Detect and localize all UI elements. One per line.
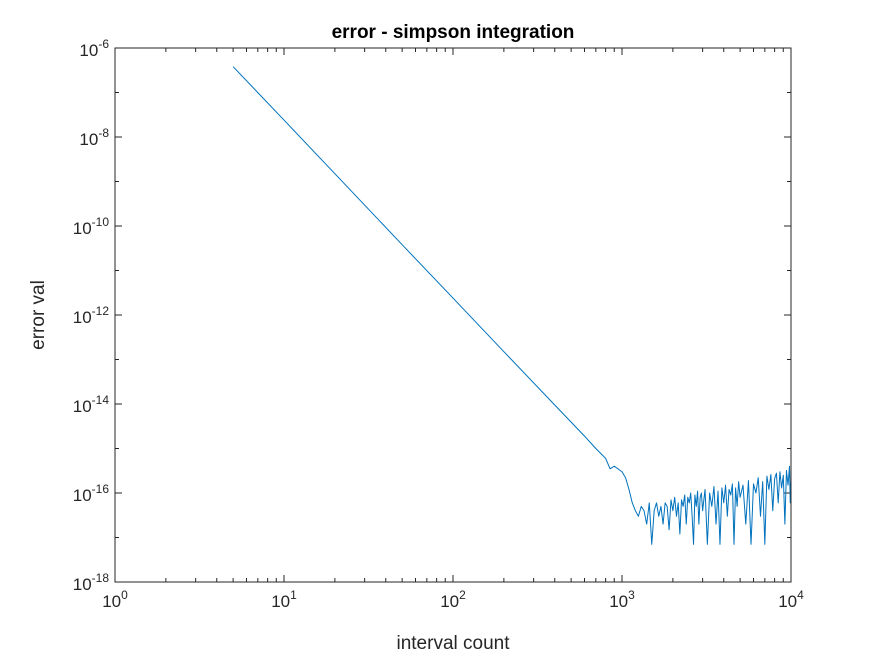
series-layer — [232, 66, 792, 545]
axes-box — [114, 47, 792, 583]
y-tick-label: 10-14 — [73, 393, 110, 416]
minor-ticks — [115, 48, 791, 582]
y-tick-label-base: 10 — [73, 308, 92, 327]
x-tick-label-base: 10 — [271, 592, 290, 611]
x-tick-label-exponent: 2 — [459, 588, 466, 602]
x-tick-label-exponent: 1 — [290, 588, 297, 602]
x-axis-label: interval count — [396, 633, 510, 654]
y-tick-label: 10-10 — [73, 215, 110, 238]
x-tick-label: 101 — [271, 588, 297, 611]
y-tick-label: 10-16 — [73, 482, 110, 505]
y-tick-label-base: 10 — [73, 397, 92, 416]
x-tick-label: 102 — [440, 588, 466, 611]
y-tick-label-exponent: -10 — [92, 215, 110, 229]
y-axis-label: error val — [28, 280, 49, 350]
y-tick-label-exponent: -6 — [98, 37, 109, 51]
x-tick-label-exponent: 4 — [797, 588, 804, 602]
x-tick-label-base: 10 — [440, 592, 459, 611]
x-tick-label-base: 10 — [609, 592, 628, 611]
y-tick-label-exponent: -18 — [92, 571, 110, 585]
y-tick-label-base: 10 — [73, 486, 92, 505]
x-tick-label: 100 — [102, 588, 128, 611]
series-line-error — [232, 66, 792, 545]
y-tick-label-base: 10 — [79, 130, 98, 149]
y-tick-label-exponent: -16 — [92, 482, 110, 496]
plot-area[interactable] — [115, 48, 791, 582]
x-tick-label-base: 10 — [778, 592, 797, 611]
y-tick-label: 10-18 — [73, 571, 110, 594]
y-tick-label: 10-6 — [79, 37, 109, 60]
x-tick-label-exponent: 0 — [121, 588, 128, 602]
y-tick-label-exponent: -8 — [98, 126, 109, 140]
y-tick-label-exponent: -14 — [92, 393, 110, 407]
x-tick-label-base: 10 — [102, 592, 121, 611]
y-tick-label-exponent: -12 — [92, 304, 110, 318]
x-tick-label-exponent: 3 — [628, 588, 635, 602]
y-tick-label-base: 10 — [73, 575, 92, 594]
y-tick-label: 10-8 — [79, 126, 109, 149]
y-tick-label: 10-12 — [73, 304, 110, 327]
chart-title: error - simpson integration — [332, 22, 575, 43]
x-tick-label: 103 — [609, 588, 635, 611]
y-tick-label-base: 10 — [79, 41, 98, 60]
x-tick-label: 104 — [778, 588, 804, 611]
x-tick-labels: 100 101 102 103 104 — [102, 588, 804, 611]
y-tick-label-base: 10 — [73, 219, 92, 238]
